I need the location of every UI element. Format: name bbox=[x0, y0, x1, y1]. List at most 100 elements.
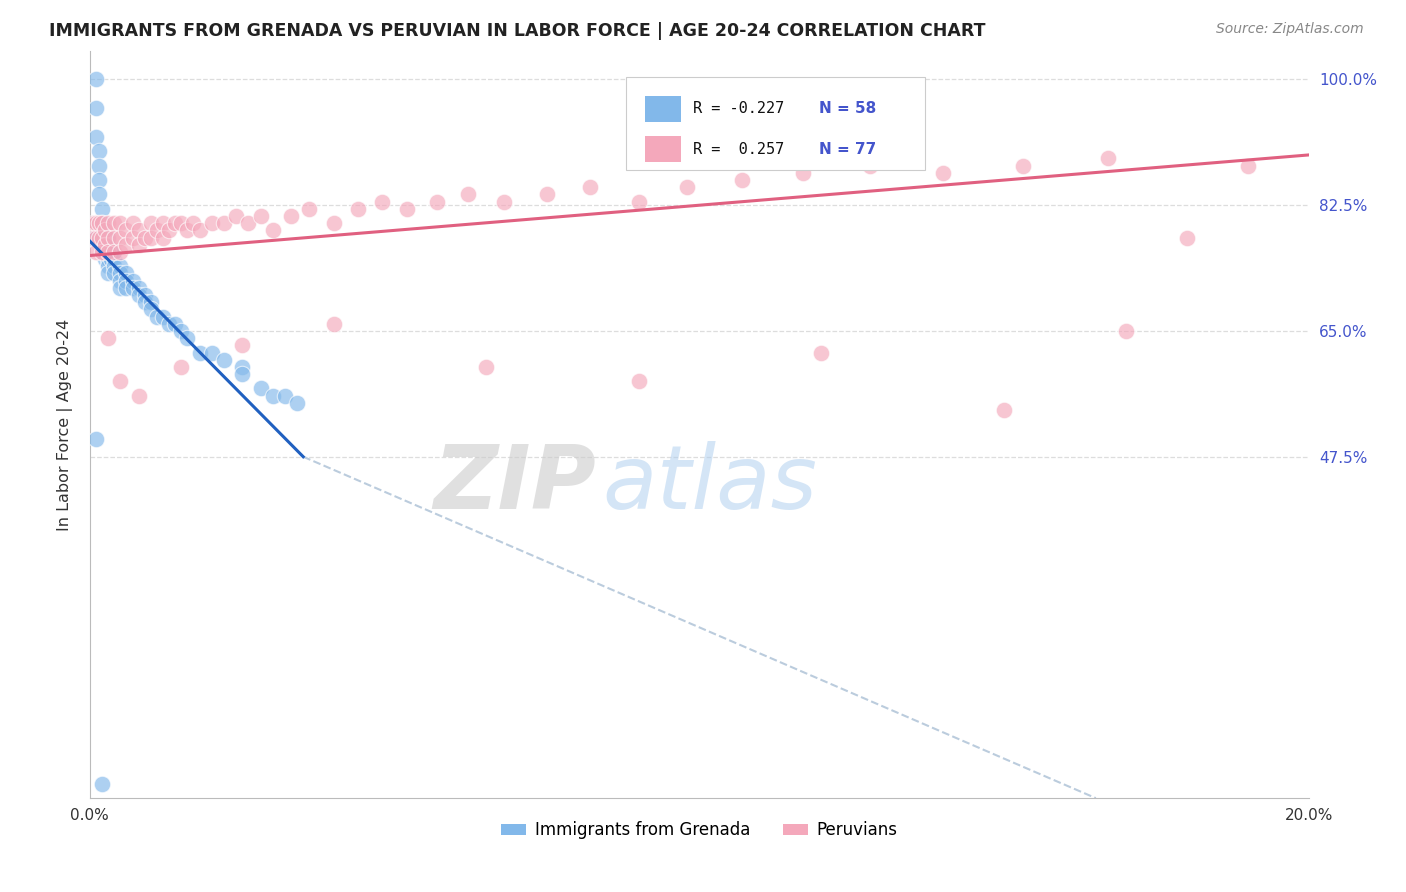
Point bbox=[494, 194, 516, 209]
Point bbox=[1097, 152, 1119, 166]
Point bbox=[322, 317, 344, 331]
Point bbox=[97, 252, 120, 266]
Point bbox=[87, 216, 110, 230]
Point bbox=[87, 187, 110, 202]
Point bbox=[115, 237, 138, 252]
Point bbox=[115, 281, 138, 295]
Point bbox=[146, 310, 169, 324]
Point bbox=[188, 223, 211, 237]
Point bbox=[134, 295, 156, 310]
Point bbox=[121, 274, 143, 288]
Point bbox=[110, 260, 132, 274]
Point bbox=[457, 187, 479, 202]
Point bbox=[157, 223, 180, 237]
Point bbox=[139, 216, 162, 230]
Point bbox=[274, 389, 297, 403]
Point bbox=[152, 216, 174, 230]
Point bbox=[536, 187, 558, 202]
Point bbox=[115, 223, 138, 237]
Point bbox=[84, 244, 107, 259]
Point bbox=[82, 216, 104, 230]
Point bbox=[810, 345, 832, 359]
Point bbox=[100, 252, 122, 266]
Point bbox=[84, 72, 107, 87]
Point bbox=[110, 216, 132, 230]
Point bbox=[249, 209, 271, 223]
Point bbox=[128, 223, 150, 237]
Text: N = 58: N = 58 bbox=[820, 102, 876, 117]
Point bbox=[103, 216, 125, 230]
Point bbox=[128, 389, 150, 403]
Point bbox=[183, 216, 205, 230]
Point bbox=[176, 331, 198, 345]
Point bbox=[97, 260, 120, 274]
Point bbox=[262, 223, 284, 237]
Point bbox=[82, 230, 104, 244]
Point bbox=[91, 230, 114, 244]
Point bbox=[993, 403, 1015, 417]
Point bbox=[201, 216, 224, 230]
Point bbox=[262, 389, 284, 403]
Point bbox=[1011, 159, 1033, 173]
Point bbox=[152, 230, 174, 244]
Point bbox=[110, 281, 132, 295]
Point bbox=[152, 310, 174, 324]
Point bbox=[932, 166, 955, 180]
Legend: Immigrants from Grenada, Peruvians: Immigrants from Grenada, Peruvians bbox=[495, 814, 904, 846]
Point bbox=[731, 173, 754, 187]
Y-axis label: In Labor Force | Age 20-24: In Labor Force | Age 20-24 bbox=[58, 318, 73, 531]
Point bbox=[91, 237, 114, 252]
Point bbox=[139, 295, 162, 310]
FancyBboxPatch shape bbox=[626, 77, 925, 170]
Point bbox=[280, 209, 302, 223]
FancyBboxPatch shape bbox=[645, 95, 682, 122]
Point bbox=[1175, 230, 1198, 244]
Text: N = 77: N = 77 bbox=[820, 142, 876, 157]
Point bbox=[128, 237, 150, 252]
Point bbox=[285, 396, 308, 410]
Point bbox=[91, 223, 114, 237]
Point bbox=[231, 338, 253, 352]
Point bbox=[134, 230, 156, 244]
Point bbox=[110, 274, 132, 288]
Point bbox=[97, 230, 120, 244]
Point bbox=[475, 359, 498, 374]
Point bbox=[115, 274, 138, 288]
Point bbox=[91, 216, 114, 230]
Point bbox=[87, 230, 110, 244]
Point bbox=[87, 159, 110, 173]
Point bbox=[165, 317, 187, 331]
Point bbox=[157, 317, 180, 331]
Point bbox=[103, 230, 125, 244]
Point bbox=[347, 202, 370, 216]
Point bbox=[121, 230, 143, 244]
Point bbox=[110, 244, 132, 259]
Point bbox=[97, 230, 120, 244]
Point bbox=[170, 324, 193, 338]
Point bbox=[110, 267, 132, 281]
Point bbox=[176, 223, 198, 237]
Point bbox=[1115, 324, 1137, 338]
Point bbox=[201, 345, 224, 359]
Point bbox=[298, 202, 321, 216]
Point bbox=[91, 244, 114, 259]
Point bbox=[170, 216, 193, 230]
Point bbox=[188, 345, 211, 359]
Point bbox=[91, 202, 114, 216]
Point bbox=[110, 374, 132, 388]
Text: ZIP: ZIP bbox=[433, 441, 596, 528]
Point bbox=[212, 216, 235, 230]
Point bbox=[128, 281, 150, 295]
Point bbox=[231, 367, 253, 381]
Point bbox=[97, 244, 120, 259]
Text: IMMIGRANTS FROM GRENADA VS PERUVIAN IN LABOR FORCE | AGE 20-24 CORRELATION CHART: IMMIGRANTS FROM GRENADA VS PERUVIAN IN L… bbox=[49, 22, 986, 40]
Point bbox=[859, 159, 882, 173]
Point bbox=[94, 223, 117, 237]
Point bbox=[97, 244, 120, 259]
Point bbox=[115, 267, 138, 281]
Point bbox=[322, 216, 344, 230]
Point bbox=[87, 173, 110, 187]
Point bbox=[94, 244, 117, 259]
Point bbox=[578, 180, 600, 194]
Point bbox=[231, 359, 253, 374]
